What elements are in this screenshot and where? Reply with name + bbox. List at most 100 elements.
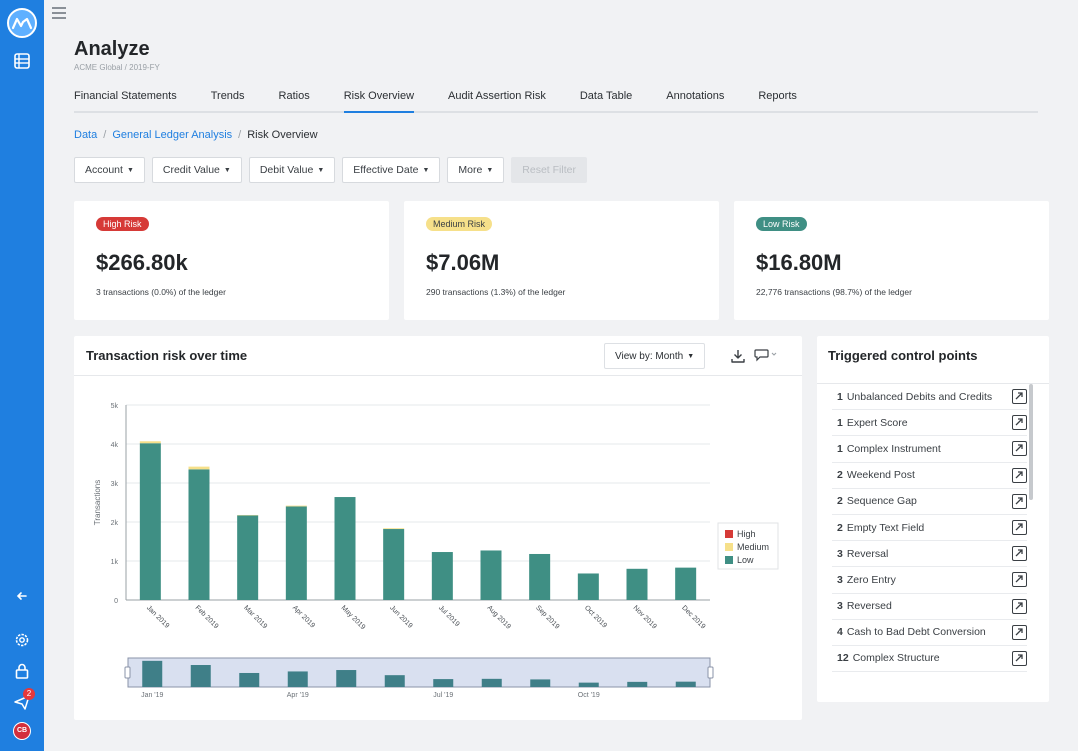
lock-icon[interactable]: [10, 659, 34, 683]
tab-risk-overview[interactable]: Risk Overview: [343, 84, 415, 113]
control-point-item[interactable]: 3 Reversed: [832, 594, 1027, 620]
control-point-count: 2: [837, 521, 843, 534]
navigator-bar: [336, 670, 357, 687]
y-tick-label: 2k: [111, 520, 119, 527]
control-point-item[interactable]: 12 Complex Structure: [832, 646, 1027, 673]
control-point-text: 1 Unbalanced Debits and Credits: [837, 391, 992, 403]
navigator-window: [127, 657, 711, 688]
control-point-item[interactable]: 3 Reversal: [832, 541, 1027, 568]
navigator-label: Apr '19: [287, 692, 309, 699]
control-point-item[interactable]: 2 Sequence Gap: [832, 489, 1027, 515]
high-risk-amount: $266.80k: [96, 250, 188, 275]
control-point-item[interactable]: 4 Cash to Bad Debt Conversion: [832, 620, 1027, 646]
control-point-count: 3: [837, 547, 843, 560]
navigator-bar: [190, 665, 211, 687]
x-tick-label: Dec 2019: [680, 604, 706, 630]
reset-filter-button[interactable]: Reset Filter: [511, 157, 587, 183]
control-point-count: 2: [837, 469, 843, 482]
control-points-scrollbar[interactable]: [1029, 384, 1033, 500]
comment-icon[interactable]: [753, 347, 779, 363]
control-point-item[interactable]: 3 Zero Entry: [832, 567, 1027, 594]
debit-value-filter-button[interactable]: Debit Value ▼: [248, 157, 336, 183]
control-point-label: Complex Structure: [852, 652, 940, 665]
control-points-list: 1 Unbalanced Debits and Credits 1 Expert Sc…: [832, 384, 1027, 673]
view-by-label: View by: Month: [615, 350, 684, 362]
control-point-label: Reversal: [846, 547, 889, 560]
navigator-label: Jan '19: [141, 692, 163, 699]
collapse-arrow-icon[interactable]: [10, 584, 34, 608]
bar-low: [383, 529, 405, 600]
control-point-label: Weekend Post: [846, 469, 915, 482]
download-icon[interactable]: [730, 348, 746, 364]
settings-gear-icon[interactable]: [10, 628, 34, 652]
control-point-label: Reversed: [846, 600, 892, 613]
navigator-bar: [481, 678, 502, 687]
account-filter-button[interactable]: Account ▼: [74, 157, 145, 183]
caret-down-icon: ▼: [126, 166, 134, 174]
open-external-icon[interactable]: [1012, 441, 1027, 457]
open-external-icon[interactable]: [1012, 493, 1027, 509]
engagement-subtitle: ACME Global / 2019-FY: [74, 63, 160, 72]
open-external-icon[interactable]: [1012, 650, 1027, 666]
tab-reports[interactable]: Reports: [758, 90, 797, 102]
control-point-item[interactable]: 1 Complex Instrument: [832, 436, 1027, 463]
medium-risk-note: 290 transactions (1.3%) of the ledger: [426, 287, 566, 297]
control-point-item[interactable]: 1 Expert Score: [832, 410, 1027, 437]
navigator-bar: [675, 681, 696, 687]
open-external-icon[interactable]: [1012, 467, 1027, 483]
breadcrumb-data[interactable]: Data: [74, 129, 98, 141]
bar-low: [529, 553, 551, 600]
navigator-bar: [384, 675, 405, 687]
control-point-item[interactable]: 2 Weekend Post: [832, 463, 1027, 489]
control-point-count: 1: [837, 416, 843, 429]
open-external-icon[interactable]: [1012, 572, 1027, 588]
open-external-icon[interactable]: [1012, 415, 1027, 431]
legend-swatch-high: [725, 530, 733, 538]
debit-value-filter-label: Debit Value: [259, 164, 314, 176]
control-point-item[interactable]: 2 Empty Text Field: [832, 515, 1027, 542]
bar-medium: [139, 441, 161, 444]
control-point-text: 3 Zero Entry: [837, 574, 896, 586]
app-logo[interactable]: [7, 8, 37, 38]
navigator-bar: [239, 672, 260, 687]
open-external-icon[interactable]: [1012, 598, 1027, 614]
hamburger-menu-icon[interactable]: [52, 7, 66, 21]
view-by-dropdown[interactable]: View by: Month ▼: [604, 343, 706, 369]
control-point-text: 1 Expert Score: [837, 417, 908, 429]
bar-medium: [285, 505, 307, 507]
data-sources-icon[interactable]: [10, 49, 34, 73]
navigator-bar: [142, 660, 163, 687]
high-risk-note: 3 transactions (0.0%) of the ledger: [96, 287, 226, 297]
x-tick-label: Jul 2019: [437, 604, 461, 628]
breadcrumb-general-ledger-analysis[interactable]: General Ledger Analysis: [112, 129, 233, 141]
user-avatar[interactable]: CB: [13, 722, 31, 740]
breadcrumb-separator: /: [103, 129, 107, 141]
credit-value-filter-button[interactable]: Credit Value ▼: [151, 157, 242, 183]
tab-financial-statements[interactable]: Financial Statements: [74, 90, 177, 102]
more-filters-button[interactable]: More ▼: [447, 157, 505, 183]
control-point-count: 3: [837, 573, 843, 586]
open-external-icon[interactable]: [1012, 546, 1027, 562]
open-external-icon[interactable]: [1012, 389, 1027, 405]
low-risk-amount: $16.80M: [756, 250, 842, 275]
high-risk-badge: High Risk: [96, 217, 149, 231]
navigator-label: Jul '19: [433, 692, 453, 699]
tab-annotations[interactable]: Annotations: [666, 90, 725, 102]
open-external-icon[interactable]: [1012, 520, 1027, 536]
tab-data-table[interactable]: Data Table: [579, 90, 633, 102]
open-external-icon[interactable]: [1012, 624, 1027, 640]
more-filters-label: More: [458, 164, 483, 176]
transaction-risk-chart[interactable]: 0 1k 2k 3k 4k 5k Transactions Jan 2019 Feb 2019 M…: [74, 376, 802, 720]
tab-audit-assertion-risk[interactable]: Audit Assertion Risk: [448, 90, 546, 102]
control-point-count: 12: [837, 652, 849, 665]
tab-ratios[interactable]: Ratios: [278, 90, 310, 102]
navigator-bar: [287, 671, 308, 687]
control-point-text: 12 Complex Structure: [837, 652, 940, 664]
notification-badge: 2: [23, 688, 35, 700]
control-point-item[interactable]: 1 Unbalanced Debits and Credits: [832, 384, 1027, 411]
effective-date-filter-button[interactable]: Effective Date ▼: [342, 157, 441, 183]
bar-low: [139, 443, 161, 600]
bar-low: [480, 550, 502, 600]
tab-trends[interactable]: Trends: [210, 90, 245, 102]
medium-risk-amount: $7.06M: [426, 250, 500, 275]
